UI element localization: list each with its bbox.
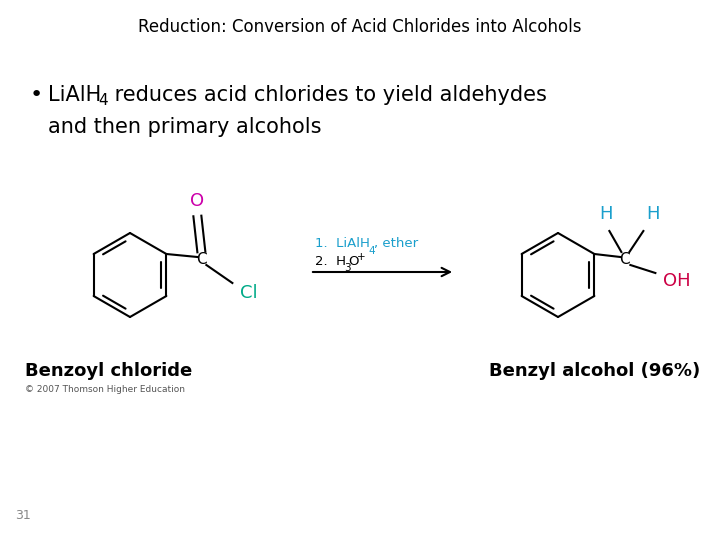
Text: O: O — [190, 192, 204, 210]
Text: Benzyl alcohol (96%): Benzyl alcohol (96%) — [489, 362, 700, 380]
Text: O: O — [348, 255, 359, 268]
Text: 31: 31 — [15, 509, 31, 522]
Text: OH: OH — [663, 272, 691, 290]
Text: 1.  LiAlH: 1. LiAlH — [315, 237, 370, 250]
Text: LiAlH: LiAlH — [48, 85, 102, 105]
Text: © 2007 Thomson Higher Education: © 2007 Thomson Higher Education — [25, 385, 185, 394]
Text: C: C — [619, 252, 630, 267]
Text: +: + — [356, 252, 365, 262]
Text: H: H — [647, 205, 660, 223]
Text: 4: 4 — [98, 93, 107, 108]
Text: C: C — [196, 252, 207, 267]
Text: Benzoyl chloride: Benzoyl chloride — [25, 362, 192, 380]
Text: •: • — [30, 85, 43, 105]
Text: H: H — [600, 205, 613, 223]
Text: 4: 4 — [369, 246, 375, 256]
Text: , ether: , ether — [374, 237, 418, 250]
Text: 3: 3 — [344, 263, 351, 273]
Text: and then primary alcohols: and then primary alcohols — [48, 117, 322, 137]
Text: Reduction: Conversion of Acid Chlorides into Alcohols: Reduction: Conversion of Acid Chlorides … — [138, 18, 582, 36]
Text: 2.  H: 2. H — [315, 255, 346, 268]
Text: reduces acid chlorides to yield aldehydes: reduces acid chlorides to yield aldehyde… — [108, 85, 547, 105]
Text: Cl: Cl — [240, 284, 258, 302]
